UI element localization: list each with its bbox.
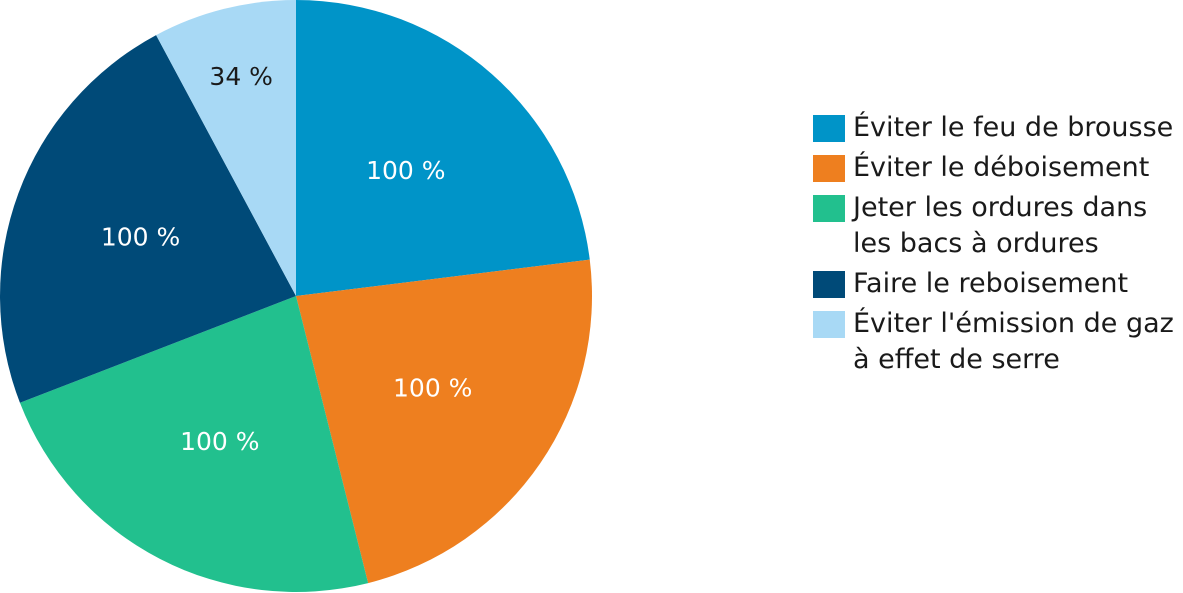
legend-label: Éviter le déboisement [853, 152, 1150, 183]
legend-label: Jeter les ordures dans les bacs à ordure… [853, 192, 1148, 259]
legend-swatch [813, 115, 845, 142]
legend-item-5: Éviter l'émission de gaz à effet de serr… [813, 306, 1183, 378]
legend: Éviter le feu de brousse Éviter le débois… [813, 110, 1183, 382]
pie-slice-2 [296, 259, 592, 584]
pie-slice-5 [156, 0, 296, 296]
slice-value-label-1: 100 % [366, 156, 445, 185]
legend-item-3: Jeter les ordures dans les bacs à ordure… [813, 190, 1183, 262]
slice-value-label-4: 100 % [101, 222, 180, 251]
legend-item-2: Éviter le déboisement [813, 150, 1183, 186]
legend-label: Éviter l'émission de gaz à effet de serr… [853, 308, 1174, 375]
pie-slice-3 [19, 296, 369, 593]
pie-slice-1 [296, 0, 590, 296]
legend-swatch [813, 195, 845, 222]
legend-label: Faire le reboisement [853, 268, 1129, 299]
legend-swatch [813, 311, 845, 338]
legend-item-1: Éviter le feu de brousse [813, 110, 1183, 146]
slice-value-label-2: 100 % [393, 374, 472, 403]
slice-value-label-3: 100 % [180, 427, 259, 456]
legend-item-4: Faire le reboisement [813, 266, 1183, 302]
slice-value-label-5: 34 % [209, 62, 273, 91]
legend-swatch [813, 271, 845, 298]
pie-slice-4 [0, 35, 296, 403]
legend-swatch [813, 155, 845, 182]
legend-label: Éviter le feu de brousse [853, 112, 1174, 143]
